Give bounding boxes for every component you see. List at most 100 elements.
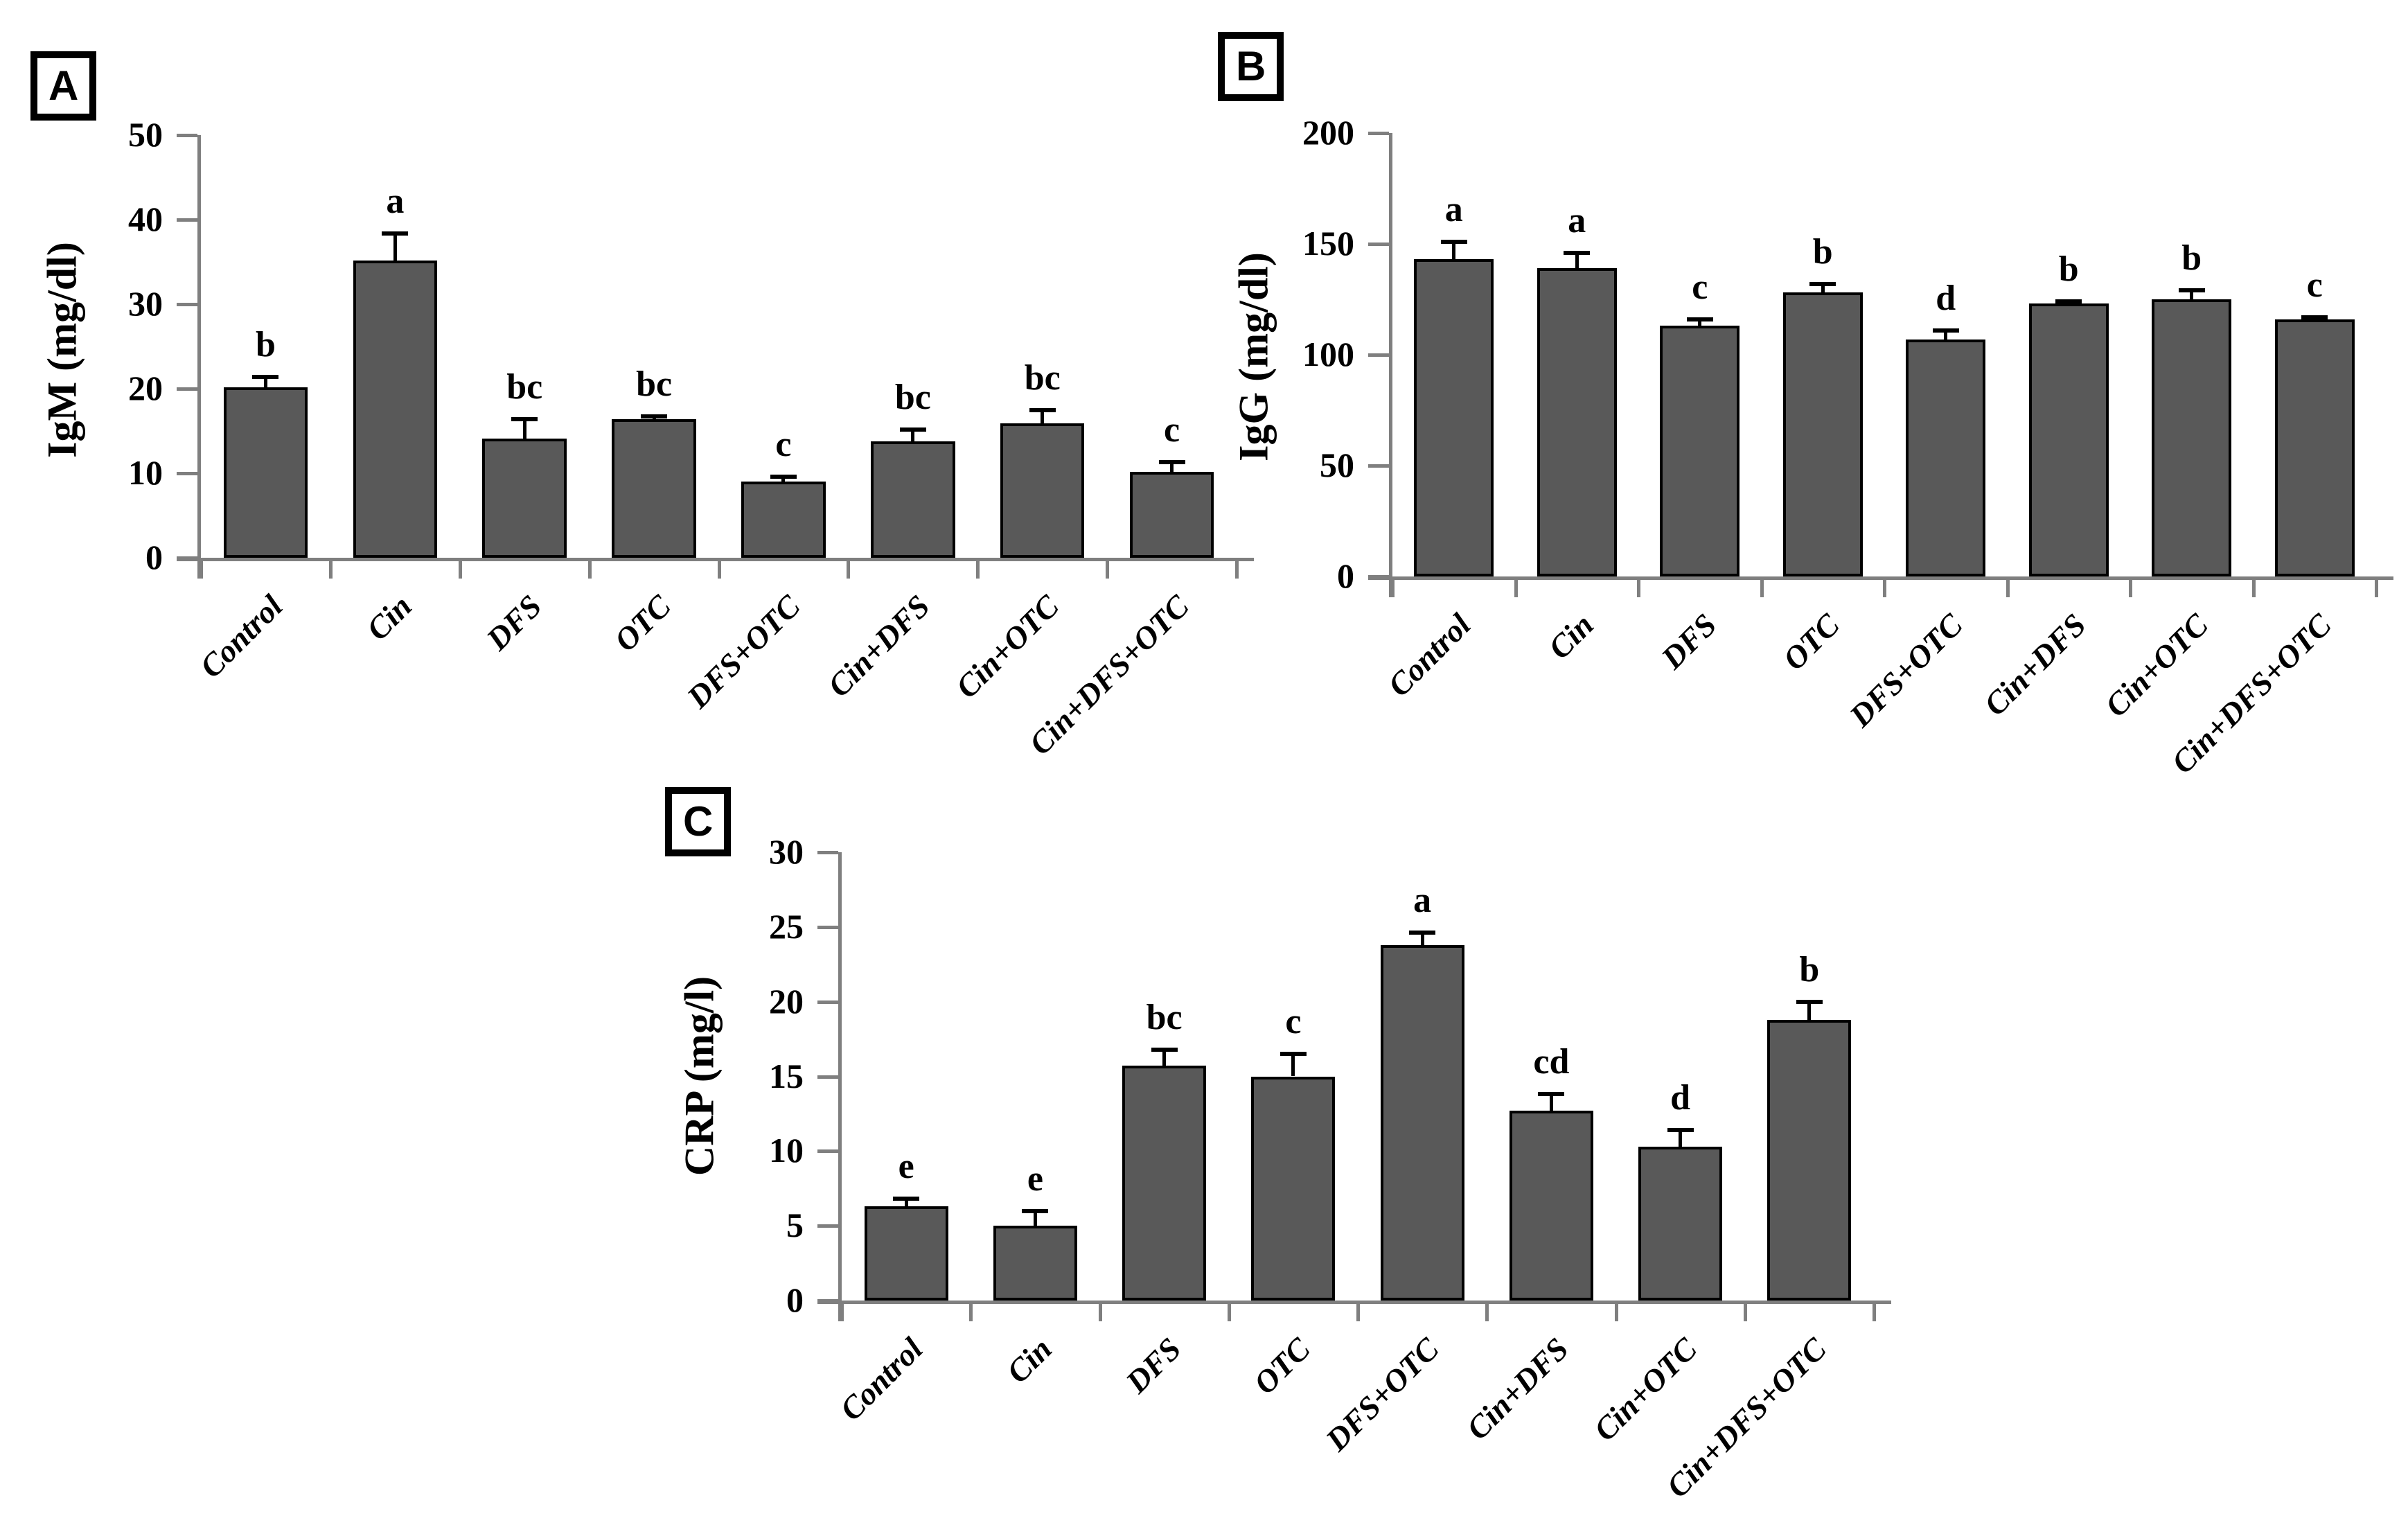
x-tick-2 [1098,1301,1102,1321]
x-label-Cin+OTC: Cin+OTC [949,588,1066,705]
error-bar-cap-Control [893,1197,920,1201]
x-tick-3 [587,558,592,579]
error-bar-cap-OTC [1280,1052,1307,1057]
x-label-DFS: DFS [1654,606,1724,676]
x-label-Cin: Cin [360,588,419,647]
error-bar-stem-Control [1452,241,1456,260]
bar-Cin [353,260,438,558]
error-bar-cap-Cin+DFS+OTC [2301,315,2328,319]
error-bar-cap-Cin+DFS [1538,1092,1565,1097]
bar-Cin+OTC [1000,423,1085,558]
error-bar-stem-DFS+OTC [1420,933,1424,945]
bar-DFS+OTC [741,482,826,558]
x-label-Control: Control [193,588,290,685]
x-label-DFS: DFS [479,588,549,658]
y-tick-150 [1368,243,1389,246]
y-tick-label-0: 0 [1337,556,1354,595]
sig-letter-Control: b [255,324,276,364]
bar-Control [864,1206,948,1301]
x-label-Cin: Cin [1541,606,1601,666]
x-tick-4 [717,558,721,579]
panel-b-plot-area: 0 50 100 150 200 a Control a Cin c DFS b OTC d DFS+OTC… [1302,115,2393,780]
x-label-Cin+OTC: Cin+OTC [1587,1330,1704,1448]
error-bar-cap-Cin+OTC [2178,288,2205,293]
sig-letter-Cin+DFS+OTC: c [1164,410,1180,450]
y-tick-10 [817,1149,838,1154]
y-tick-50 [1368,464,1389,468]
y-tick-20 [177,387,197,391]
y-tick-label-20: 20 [128,369,163,407]
sig-letter-Cin+OTC: b [2181,238,2202,279]
x-label-Control: Control [1381,606,1478,703]
x-label-DFS+OTC: DFS+OTC [680,588,807,715]
sig-letter-DFS+OTC: c [775,424,792,464]
sig-letter-Cin+DFS: cd [1533,1042,1570,1082]
error-bar-cap-DFS+OTC [770,474,797,479]
x-tick-0 [1391,576,1395,597]
error-bar-stem-Control [263,376,267,387]
x-tick-6 [1614,1301,1618,1321]
y-tick-0 [1368,575,1389,579]
y-tick-label-30: 30 [769,832,804,871]
x-tick-5 [1485,1301,1489,1321]
error-bar-stem-OTC [1291,1054,1295,1077]
error-bar-stem-DFS [522,418,526,439]
sig-letter-Cin: a [386,181,405,221]
error-bar-stem-DFS+OTC [1944,330,1948,340]
error-bar-cap-Cin [1022,1208,1049,1213]
error-bar-cap-Control [1440,239,1467,244]
sig-letter-Cin: e [1027,1158,1043,1199]
x-tick-8 [1235,558,1239,579]
x-label-Cin+DFS: Cin+DFS [1976,606,2093,723]
x-tick-2 [1637,576,1640,597]
error-bar-cap-Control [252,374,279,379]
x-label-Cin+OTC: Cin+OTC [2098,606,2215,724]
y-tick-5 [817,1224,838,1228]
x-tick-4 [1356,1301,1360,1321]
x-label-Cin: Cin [1000,1330,1059,1390]
sig-letter-Control: e [898,1147,914,1187]
x-tick-7 [1106,558,1110,579]
y-axis-line [1389,133,1392,597]
x-tick-4 [1883,576,1886,597]
sig-letter-OTC: b [1812,231,1833,272]
error-bar-cap-Cin+OTC [1667,1128,1694,1133]
sig-letter-OTC: c [1285,1002,1302,1042]
error-bar-stem-Cin+DFS [1549,1094,1553,1111]
x-axis-line [1368,576,2393,580]
bar-Control [223,387,308,558]
x-tick-3 [1760,576,1764,597]
bar-Cin+DFS+OTC [1767,1019,1852,1301]
x-label-DFS: DFS [1119,1330,1188,1400]
sig-letter-OTC: bc [636,364,673,405]
y-tick-label-10: 10 [769,1131,804,1170]
x-label-OTC: OTC [607,588,678,658]
bar-DFS [1660,326,1740,576]
sig-letter-Cin+DFS: b [2058,249,2079,290]
bar-DFS [482,438,567,558]
x-label-OTC: OTC [1246,1330,1317,1401]
y-axis-line [197,135,201,579]
x-tick-6 [976,558,980,579]
x-label-Cin+DFS: Cin+DFS [821,588,937,704]
x-tick-3 [1227,1301,1231,1321]
error-bar-cap-DFS [1686,317,1713,321]
x-tick-1 [328,558,333,579]
y-tick-0 [817,1299,838,1303]
error-bar-cap-OTC [641,414,668,419]
y-tick-label-0: 0 [786,1280,804,1319]
error-bar-stem-Cin [1575,252,1579,269]
error-bar-cap-Cin [1564,250,1591,255]
y-axis-line [838,852,842,1321]
x-tick-8 [1873,1301,1876,1321]
error-bar-stem-Control [904,1199,908,1207]
x-label-OTC: OTC [1776,606,1847,677]
error-bar-stem-DFS [1162,1049,1167,1066]
x-tick-0 [840,1301,844,1321]
x-tick-7 [2251,576,2256,597]
x-tick-5 [847,558,851,579]
sig-letter-Cin+DFS: bc [894,377,931,417]
y-tick-label-200: 200 [1302,113,1354,152]
y-tick-40 [177,218,197,222]
